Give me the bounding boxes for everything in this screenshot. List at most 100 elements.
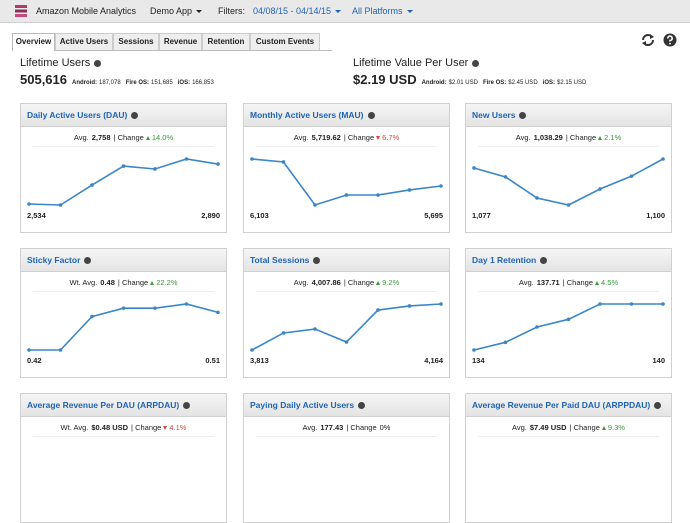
app-select[interactable]: Demo App (150, 6, 203, 16)
metric-card: Day 1 Retention Avg. 137.71 | Change 4.5% 134… (465, 248, 672, 378)
info-icon[interactable] (131, 112, 139, 120)
refresh-icon[interactable] (642, 34, 654, 46)
summary-label: Wt. Avg. (69, 278, 98, 287)
last-value-label: 0.51 (205, 356, 220, 365)
breakdown-label: iOS: (542, 80, 555, 86)
platform-label: All Platforms (352, 6, 403, 16)
info-icon[interactable] (472, 59, 480, 67)
card-header[interactable]: Day 1 Retention (466, 249, 671, 272)
sparkline-point (629, 302, 634, 306)
trend-arrow (163, 426, 168, 431)
lifetime-title: Lifetime Users (20, 57, 102, 69)
change-value: 22.2% (156, 278, 178, 287)
info-icon[interactable] (94, 59, 102, 67)
summary-label: Wt. Avg. (60, 423, 89, 432)
summary-label: Avg. (293, 133, 309, 142)
change-label: | Change (346, 423, 377, 432)
sparkline-point (629, 174, 634, 178)
change-value: 4.1% (169, 423, 187, 432)
trend-arrow (376, 136, 381, 141)
last-value-label: 1,100 (646, 211, 665, 220)
summary-value: 4,007.86 (311, 278, 341, 287)
card-header[interactable]: Daily Active Users (DAU) (21, 104, 226, 127)
change-label: | Change (569, 423, 600, 432)
card-title: Paying Daily Active Users (250, 400, 355, 410)
summary-value: 177.43 (320, 423, 344, 432)
lifetime-row: $2.19 USD Android: $2.01 USD Fire OS: $2.45 … (353, 71, 586, 89)
breakdown-value: 187,078 (99, 80, 121, 86)
sparkline-point (281, 160, 286, 164)
breakdown-label: iOS: (177, 80, 191, 86)
sparkline-line (473, 303, 663, 351)
separator (478, 291, 659, 292)
card-header[interactable]: Average Revenue Per Paid DAU (ARPPDAU) (466, 394, 671, 417)
card-title: Sticky Factor (27, 255, 81, 265)
sparkline-point (598, 302, 602, 306)
card-header[interactable]: Average Revenue Per DAU (ARPDAU) (21, 394, 226, 417)
card-header[interactable]: Sticky Factor (21, 249, 226, 272)
top-bar: Amazon Mobile Analytics Demo App Filters… (0, 0, 690, 23)
info-icon[interactable] (519, 112, 527, 120)
tab[interactable]: Overview (12, 33, 55, 51)
separator (478, 436, 659, 437)
card-summary: Avg. 5,719.62 | Change 6.7% (244, 133, 449, 142)
sparkline-point (566, 203, 571, 207)
card-title: Total Sessions (250, 255, 310, 265)
card-header[interactable]: New Users (466, 104, 671, 127)
breakdown-label: Android: (72, 80, 97, 86)
metric-card: Paying Daily Active Users Avg. 177.43 | Cha… (243, 393, 450, 523)
change-label: | Change (565, 133, 597, 142)
info-icon[interactable] (358, 402, 366, 410)
separator (33, 146, 214, 147)
card-header[interactable]: Total Sessions (244, 249, 449, 272)
change-label: | Change (343, 278, 375, 287)
card-header[interactable]: Monthly Active Users (MAU) (244, 104, 449, 127)
sparkline-point (250, 157, 254, 161)
summary-value: 2,758 (91, 133, 111, 142)
card-summary: Wt. Avg. 0.48 | Change 22.2% (21, 278, 226, 287)
tab[interactable]: Active Users (55, 33, 113, 50)
info-icon[interactable] (540, 257, 548, 265)
info-icon[interactable] (367, 112, 375, 120)
sparkline-point (376, 308, 380, 312)
card-title: New Users (472, 110, 516, 120)
first-value-label: 1,077 (472, 211, 491, 220)
sparkline (27, 302, 220, 352)
first-value-label: 134 (472, 356, 485, 365)
change-label: | Change (562, 278, 594, 287)
breakdown-value: $2.15 USD (557, 80, 587, 86)
card-summary: Avg. $7.49 USD | Change 9.3% (466, 423, 671, 432)
trend-arrow (595, 281, 600, 286)
first-value-label: 6,103 (250, 211, 269, 220)
sparkline-point (503, 340, 508, 345)
logo (15, 5, 27, 17)
date-range[interactable]: 04/08/15 - 04/14/15 (253, 6, 342, 16)
separator (256, 436, 437, 437)
metric-card: Average Revenue Per DAU (ARPDAU) Wt. Avg.… (20, 393, 227, 523)
tab[interactable]: Retention (202, 33, 250, 50)
help-icon[interactable] (663, 33, 677, 47)
info-icon[interactable] (654, 402, 662, 410)
sparkline-point (535, 196, 539, 200)
trend-arrow (145, 136, 150, 141)
metric-card: New Users Avg. 1,038.29 | Change 2.1% 1,077 1,… (465, 103, 672, 233)
summary-value: 5,719.62 (311, 133, 341, 142)
info-icon[interactable] (313, 257, 321, 265)
info-icon[interactable] (183, 402, 191, 410)
card-header[interactable]: Paying Daily Active Users (244, 394, 449, 417)
change-value: 6.7% (382, 133, 400, 142)
tab[interactable]: Custom Events (250, 33, 320, 50)
sparkline (472, 157, 665, 207)
summary-label: Avg. (518, 278, 534, 287)
sparkline-point (503, 175, 508, 179)
sparkline-point (535, 325, 539, 329)
trend-arrow (601, 426, 606, 431)
change-label: | Change (113, 133, 144, 142)
summary-value: $7.49 USD (529, 423, 567, 432)
date-range-label: 04/08/15 - 04/14/15 (253, 6, 332, 16)
info-icon[interactable] (84, 257, 92, 265)
platform-select[interactable]: All Platforms (352, 6, 413, 16)
tab[interactable]: Sessions (113, 33, 159, 50)
tab[interactable]: Revenue (159, 33, 202, 50)
